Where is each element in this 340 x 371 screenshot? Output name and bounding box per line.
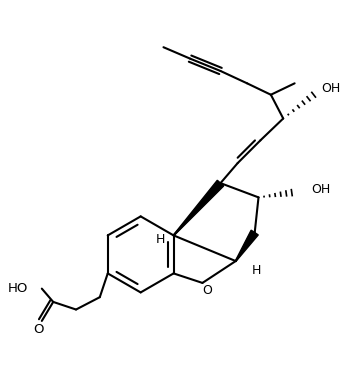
Text: H: H (252, 264, 261, 277)
Polygon shape (173, 180, 224, 236)
Text: O: O (202, 284, 212, 297)
Text: O: O (33, 323, 43, 336)
Text: H: H (156, 233, 165, 246)
Text: OH: OH (311, 183, 330, 196)
Polygon shape (235, 230, 258, 261)
Text: HO: HO (8, 282, 29, 295)
Text: OH: OH (321, 82, 340, 95)
